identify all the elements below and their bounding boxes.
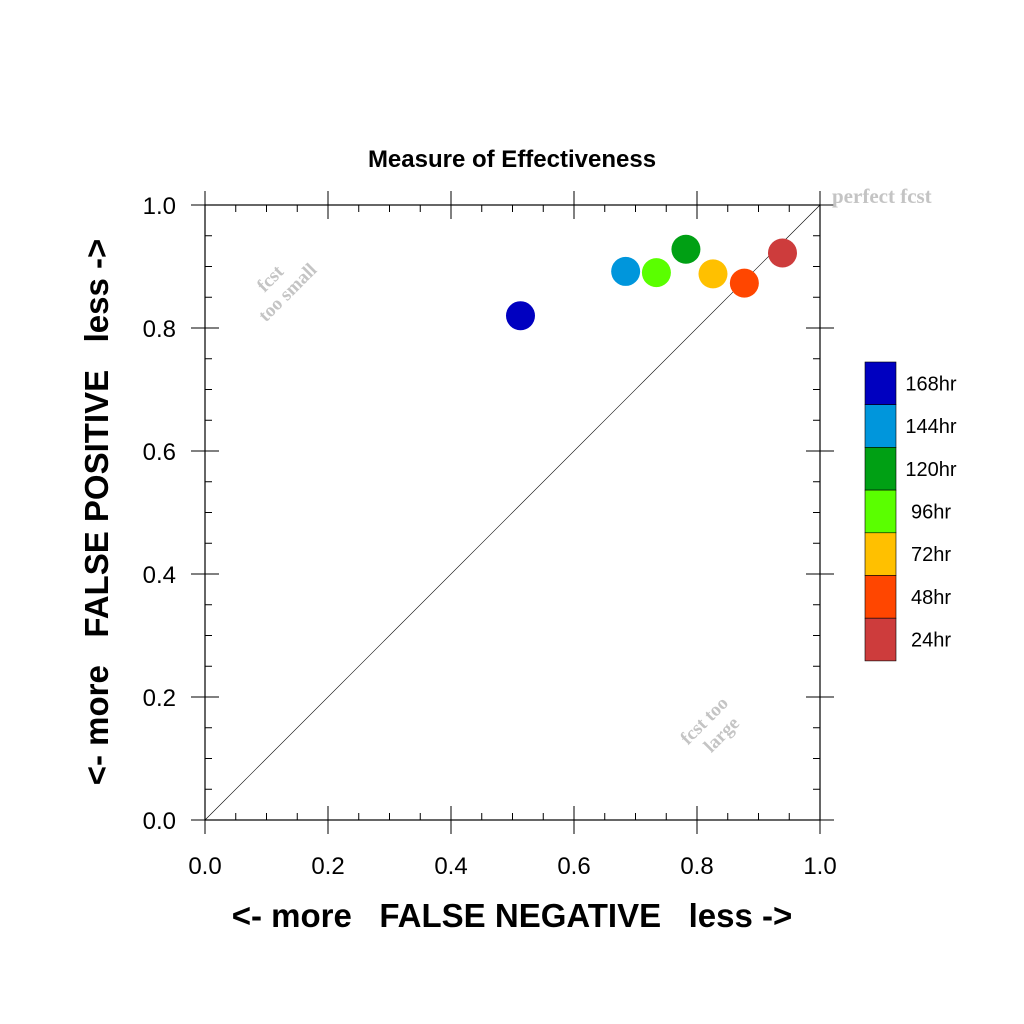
y-tick-label: 0.2 <box>143 685 176 712</box>
x-tick-label: 0.8 <box>680 853 713 880</box>
legend: 168hr 144hr 120hr 96hr 72hr 48hr 24hr <box>864 361 957 662</box>
point-96hr <box>641 258 671 288</box>
x-tick-labels: 0.0 0.2 0.4 0.6 0.8 1.0 <box>188 853 836 880</box>
legend-label-72hr: 72hr <box>911 544 951 566</box>
x-tick-label: 0.0 <box>188 853 221 880</box>
point-72hr <box>698 259 728 289</box>
legend-swatch-144hr <box>864 404 897 448</box>
diagonal-reference-line <box>204 204 821 821</box>
x-tick-label: 0.6 <box>557 853 590 880</box>
legend-label-96hr: 96hr <box>911 501 951 523</box>
y-tick-label: 0.4 <box>143 562 176 589</box>
y-tick-label: 1.0 <box>143 193 176 220</box>
x-tick-label: 0.2 <box>311 853 344 880</box>
legend-label-120hr: 120hr <box>905 459 956 481</box>
point-48hr <box>729 268 759 298</box>
chart-title: Measure of Effectiveness <box>368 146 656 173</box>
legend-swatch-48hr <box>864 575 897 619</box>
point-168hr <box>505 301 535 331</box>
y-tick-label: 0.0 <box>143 808 176 835</box>
point-24hr <box>767 238 797 268</box>
legend-swatch-96hr <box>864 489 897 534</box>
legend-label-24hr: 24hr <box>911 630 951 652</box>
legend-label-48hr: 48hr <box>911 587 951 609</box>
legend-label-144hr: 144hr <box>905 416 956 438</box>
y-tick-label: 0.6 <box>143 439 176 466</box>
fcst-too-small-annotation: fcst too small <box>239 244 321 326</box>
y-axis-label: <- more FALSE POSITIVE less -> <box>78 239 115 786</box>
legend-swatch-72hr <box>864 532 897 576</box>
perfect-fcst-annotation: perfect fcst <box>832 184 932 208</box>
legend-swatch-168hr <box>864 361 897 406</box>
scatter-points <box>505 234 797 331</box>
y-tick-label: 0.8 <box>143 316 176 343</box>
y-tick-labels: 0.0 0.2 0.4 0.6 0.8 1.0 <box>143 193 176 835</box>
x-tick-label: 1.0 <box>803 853 836 880</box>
point-120hr <box>671 234 701 264</box>
legend-swatch-120hr <box>864 447 897 491</box>
legend-label-168hr: 168hr <box>905 373 956 395</box>
x-tick-label: 0.4 <box>434 853 467 880</box>
legend-swatch-24hr <box>864 617 897 662</box>
fcst-too-large-annotation: fcst too large <box>677 690 752 765</box>
x-axis-label: <- more FALSE NEGATIVE less -> <box>232 897 793 934</box>
point-144hr <box>611 256 641 286</box>
axis-ticks <box>191 191 834 834</box>
